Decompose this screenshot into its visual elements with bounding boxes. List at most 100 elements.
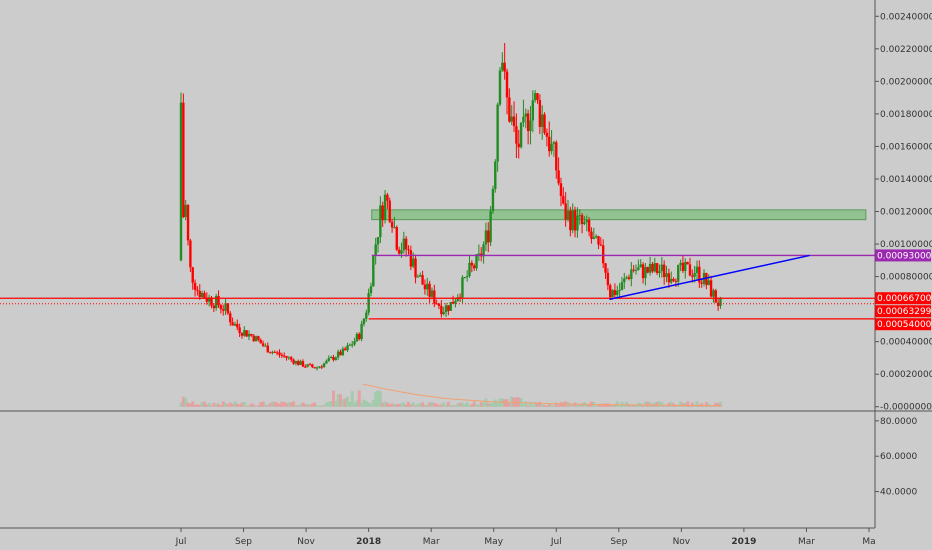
candle-body <box>280 354 284 356</box>
volume-bar <box>362 399 366 407</box>
volume-bar <box>688 405 692 407</box>
candle-body <box>639 264 642 268</box>
price-tick-label: -0.00000000 <box>880 403 932 413</box>
price-tick-label: 0.00220000 <box>880 45 932 55</box>
volume-bar <box>435 403 439 407</box>
candle-body <box>700 282 703 284</box>
volume-bar <box>278 403 282 407</box>
volume-bar <box>550 405 554 407</box>
candle-body <box>297 361 300 365</box>
volume-bar <box>320 405 324 407</box>
candle-body <box>487 230 490 243</box>
candle-body <box>252 335 255 342</box>
volume-bar <box>594 405 598 407</box>
volume-bar <box>524 401 528 407</box>
candle-body <box>367 293 370 313</box>
volume-bar <box>315 405 319 407</box>
volume-bar <box>249 403 253 407</box>
candle-body <box>515 126 518 144</box>
candle-body <box>562 195 565 204</box>
volume-bar <box>402 402 406 407</box>
volume-bar <box>686 401 690 407</box>
candle-body <box>597 236 600 245</box>
volume-bar <box>540 404 544 407</box>
candle-body <box>222 309 225 311</box>
volume-bar <box>390 403 394 407</box>
volume-bar <box>557 404 561 407</box>
volume-bar <box>371 399 375 407</box>
candle-body <box>655 263 659 273</box>
candle-body <box>548 136 551 152</box>
candle-body <box>266 345 269 353</box>
volume-bar <box>303 403 307 407</box>
volume-bar <box>360 403 364 407</box>
volume-bar <box>467 404 471 407</box>
volume-bar <box>209 405 213 407</box>
candle-body <box>637 267 640 270</box>
candle-body <box>212 305 216 309</box>
candle-body <box>503 62 506 72</box>
time-tick-label: Nov <box>673 537 691 547</box>
candle-body <box>196 289 199 291</box>
candle-body <box>491 189 495 212</box>
candle-body <box>360 323 363 340</box>
volume-bar <box>200 402 204 407</box>
volume-bar <box>702 405 706 407</box>
volume-bar <box>245 405 249 407</box>
volume-bar <box>341 399 345 407</box>
candle-body <box>698 266 701 283</box>
volume-bar <box>566 402 570 407</box>
volume-bar <box>397 403 401 407</box>
volume-bar <box>568 404 572 407</box>
candle-body <box>505 71 509 98</box>
volume-bar <box>470 404 474 407</box>
volume-bar <box>538 401 542 407</box>
candle-body <box>217 295 220 306</box>
candle-body <box>510 116 513 122</box>
volume-bar <box>622 404 626 407</box>
volume-bar <box>653 402 657 407</box>
candle-body <box>397 249 401 254</box>
candle-body <box>569 210 572 231</box>
volume-bar <box>425 404 429 407</box>
price-tick-label: 0.00100000 <box>880 240 932 250</box>
candle-body <box>404 238 408 250</box>
volume-bar <box>620 401 624 407</box>
candle-body <box>651 263 654 272</box>
volume-bar <box>282 401 286 407</box>
candle-body <box>301 361 305 367</box>
volume-bar <box>573 402 577 407</box>
volume-bar <box>219 405 223 407</box>
candle-body <box>662 264 666 277</box>
volume-bar <box>660 402 664 407</box>
volume-bar <box>634 404 638 407</box>
volume-bar <box>191 401 195 407</box>
price-tick-label: 0.00040000 <box>880 338 932 348</box>
volume-bar <box>184 397 188 407</box>
volume-bar <box>596 404 600 407</box>
candle-body <box>594 236 598 238</box>
candle-body <box>566 210 570 220</box>
candle-body <box>273 351 277 353</box>
candle-body <box>358 333 361 340</box>
candle-body <box>343 348 347 351</box>
time-tick-label: Ma <box>862 537 875 547</box>
volume-bar <box>442 402 446 407</box>
volume-bar <box>374 391 378 407</box>
price-badge-label: 0.00066700 <box>877 294 932 304</box>
volume-bar <box>498 398 502 407</box>
candle-body <box>407 249 410 251</box>
volume-bar <box>308 405 312 407</box>
candle-body <box>463 277 466 279</box>
candle-body <box>599 244 603 246</box>
volume-bar <box>195 404 199 407</box>
volume-bar <box>552 405 556 407</box>
volume-bar <box>604 403 608 407</box>
candle-body <box>620 282 624 290</box>
price-badge <box>875 318 931 331</box>
volume-bar <box>350 391 354 407</box>
volume-bar <box>475 404 479 407</box>
time-tick-label: 2018 <box>356 537 381 547</box>
candle-body <box>257 336 260 340</box>
